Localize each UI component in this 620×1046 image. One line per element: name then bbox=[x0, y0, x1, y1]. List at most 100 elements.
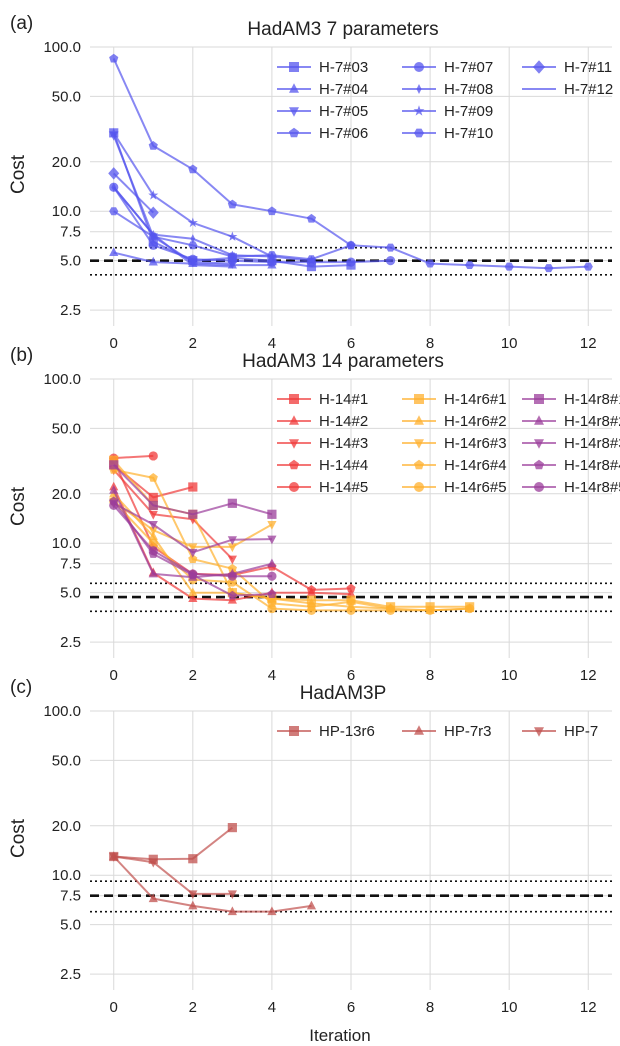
x-tick-label: 0 bbox=[110, 667, 118, 684]
legend-label: H-7#07 bbox=[444, 59, 493, 76]
data-point bbox=[465, 603, 475, 614]
panel-b: 0 2 4 6 8 10 12 2.5 5.0 7.5 10.0 20.0 50.0 100.0 Cost H… bbox=[8, 345, 620, 684]
data-point bbox=[267, 206, 277, 216]
series-line bbox=[112, 186, 233, 268]
series-line bbox=[113, 468, 391, 610]
data-point bbox=[109, 485, 119, 494]
x-tick-label: 10 bbox=[501, 999, 518, 1016]
series-line bbox=[112, 172, 155, 214]
data-point bbox=[188, 548, 198, 558]
x-tick-label: 0 bbox=[110, 335, 118, 352]
y-tick-label: 2.5 bbox=[60, 302, 81, 319]
legend-label: HP-13r6 bbox=[319, 723, 375, 740]
x-tick-label: 10 bbox=[501, 667, 518, 684]
legend-label: H-14#2 bbox=[319, 413, 368, 430]
x-tick-label: 6 bbox=[347, 335, 355, 352]
y-tick-label: 7.5 bbox=[60, 224, 81, 241]
data-point bbox=[227, 543, 237, 553]
data-point bbox=[227, 498, 237, 508]
data-point bbox=[148, 451, 158, 461]
x-tick-label: 2 bbox=[189, 999, 197, 1016]
data-point bbox=[583, 262, 593, 271]
data-point bbox=[109, 131, 119, 141]
data-point bbox=[227, 536, 237, 546]
data-point bbox=[148, 256, 158, 266]
data-point bbox=[148, 538, 158, 548]
data-point bbox=[306, 255, 317, 264]
legend-label: H-7#09 bbox=[444, 103, 493, 120]
data-point bbox=[148, 500, 158, 510]
data-point bbox=[188, 587, 198, 597]
data-point bbox=[109, 460, 119, 470]
y-tick-label: 20.0 bbox=[52, 154, 81, 171]
data-point bbox=[267, 571, 277, 581]
x-tick-label: 4 bbox=[268, 335, 276, 352]
y-tick-label: 50.0 bbox=[52, 88, 81, 105]
y-tick-label: 20.0 bbox=[52, 818, 81, 835]
panel-title: HadAM3 7 parameters bbox=[247, 19, 438, 40]
data-point bbox=[109, 247, 119, 257]
legend-marker bbox=[289, 415, 299, 425]
legend-label: H-14r8#3 bbox=[564, 435, 620, 452]
y-axis-label: Cost bbox=[8, 818, 29, 858]
data-point bbox=[306, 585, 317, 594]
y-tick-label: 7.5 bbox=[60, 556, 81, 573]
legend-marker bbox=[534, 482, 544, 492]
legend-marker bbox=[289, 62, 299, 72]
data-point bbox=[306, 605, 317, 615]
legend-label: H-14r6#3 bbox=[444, 435, 507, 452]
data-point bbox=[267, 558, 277, 568]
data-point bbox=[188, 482, 198, 492]
data-point bbox=[109, 53, 119, 63]
data-point bbox=[188, 241, 198, 250]
legend-label: H-14#3 bbox=[319, 435, 368, 452]
data-point bbox=[188, 543, 198, 553]
panel-label: (c) bbox=[10, 677, 32, 698]
legend-marker bbox=[289, 726, 299, 736]
series-line bbox=[113, 855, 233, 895]
x-tick-label: 0 bbox=[110, 999, 118, 1016]
y-tick-label: 2.5 bbox=[60, 634, 81, 651]
legend-marker bbox=[534, 415, 544, 425]
data-point bbox=[148, 546, 158, 556]
data-point bbox=[267, 603, 277, 614]
legend-marker bbox=[289, 127, 299, 138]
legend-marker bbox=[414, 415, 424, 425]
data-point bbox=[147, 206, 159, 219]
series-line bbox=[113, 454, 154, 460]
legend-marker bbox=[416, 84, 422, 94]
x-axis-label: Iteration bbox=[309, 1026, 370, 1045]
series-h-7-10 bbox=[109, 207, 593, 273]
data-point bbox=[504, 262, 514, 271]
data-point bbox=[109, 500, 119, 510]
data-point bbox=[108, 167, 120, 180]
y-tick-label: 5.0 bbox=[60, 585, 81, 602]
y-axis-label: Cost bbox=[8, 154, 29, 194]
data-point bbox=[148, 568, 158, 578]
data-point bbox=[227, 890, 237, 900]
legend-label: H-14r8#5 bbox=[564, 479, 620, 496]
legend-label: H-7#10 bbox=[444, 125, 493, 142]
legend: H-7#03 H-7#04 H-7#05 H-7#06 H-7#07 H-7#08 H-7#… bbox=[277, 59, 613, 142]
legend-label: H-14#4 bbox=[319, 457, 368, 474]
data-point bbox=[188, 900, 198, 910]
legend: HP-13r6 HP-7r3 HP-7 bbox=[277, 723, 598, 740]
data-point bbox=[227, 571, 237, 581]
legend-label: H-7#04 bbox=[319, 81, 368, 98]
series-h-7-11 bbox=[108, 167, 159, 219]
legend-marker bbox=[414, 725, 424, 735]
y-tick-label: 5.0 bbox=[60, 253, 81, 270]
series-h-14r6-4 bbox=[109, 464, 396, 613]
y-tick-label: 100.0 bbox=[43, 703, 81, 720]
series-h-14r8-1 bbox=[109, 460, 277, 519]
legend-label: H-7#11 bbox=[564, 59, 612, 76]
legend-label: H-14r6#1 bbox=[444, 391, 507, 408]
data-point bbox=[188, 593, 198, 603]
series-h-14r8-5 bbox=[109, 500, 277, 581]
legend-label: H-14#1 bbox=[319, 391, 368, 408]
legend-marker bbox=[414, 128, 424, 138]
legend: H-14#1 H-14#2 H-14#3 H-14#4 H-14#5 H-14r6#1 H-… bbox=[277, 391, 620, 496]
legend-label: H-7#08 bbox=[444, 81, 493, 98]
data-point bbox=[227, 563, 237, 573]
data-point bbox=[425, 605, 435, 615]
